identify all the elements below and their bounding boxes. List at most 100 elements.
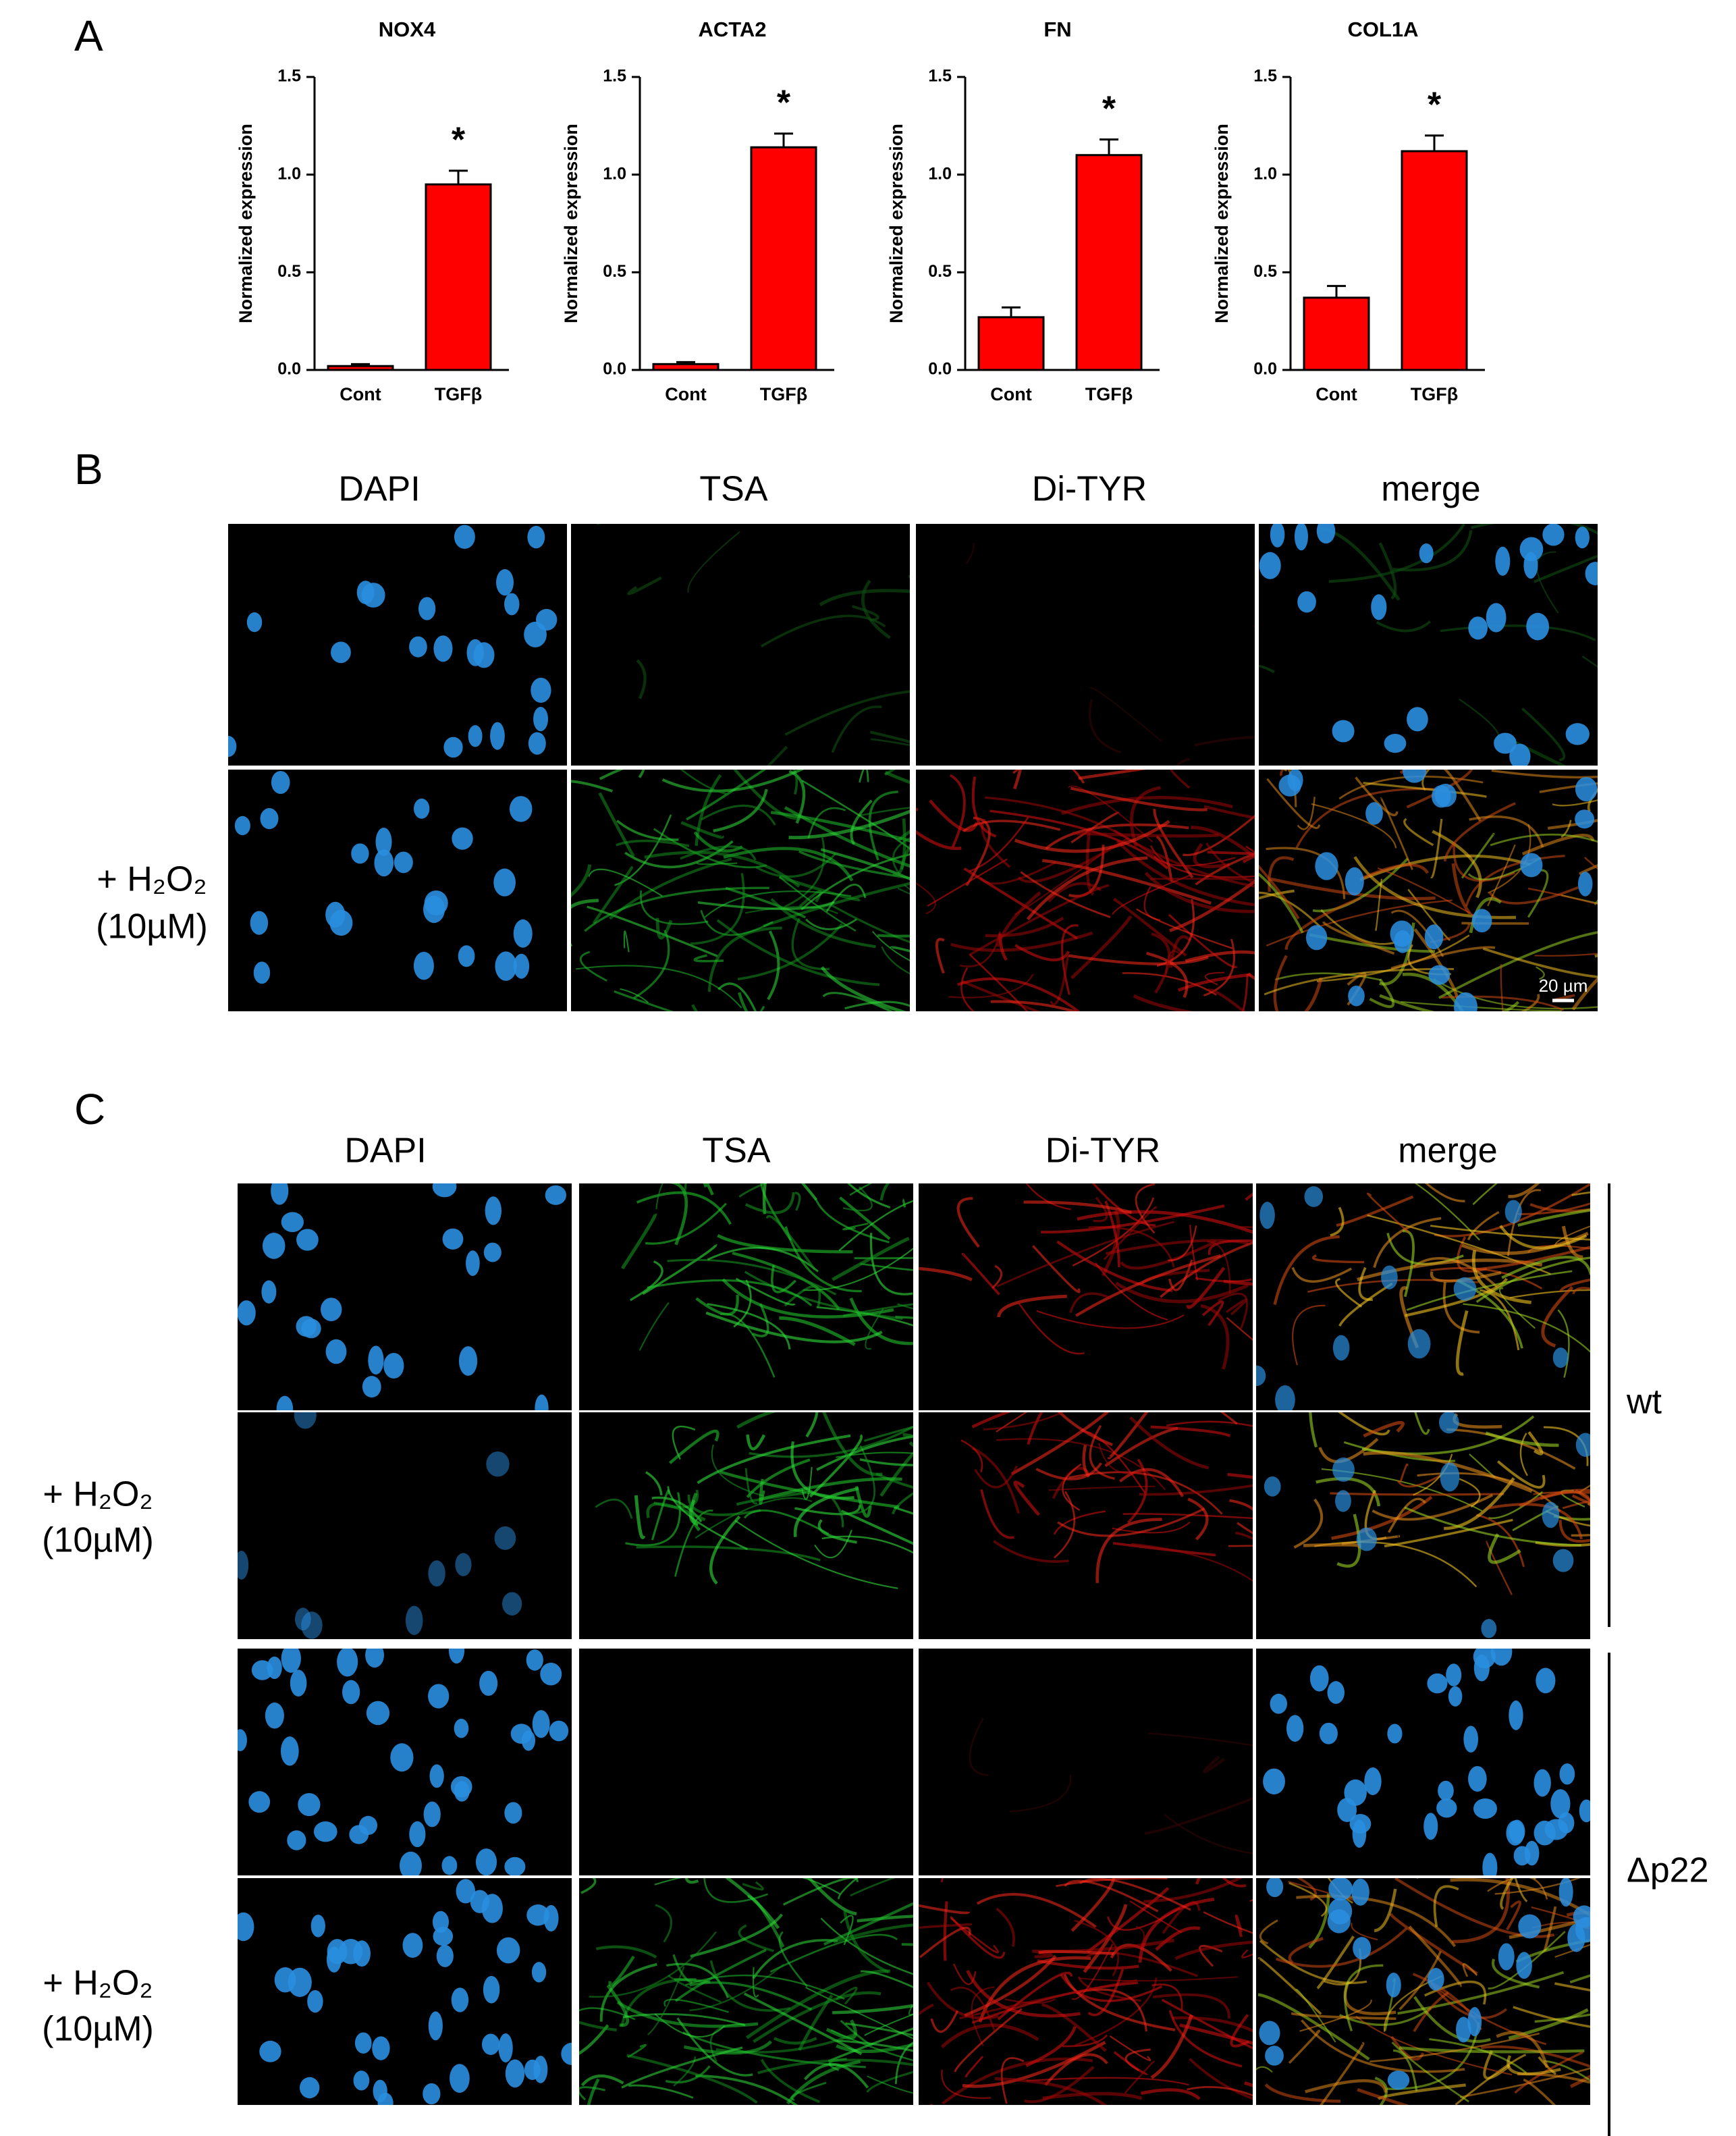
fiber: [703, 1183, 714, 1196]
nucleus: [1270, 524, 1285, 548]
fiber: [1414, 1412, 1430, 1435]
nucleus: [409, 1821, 426, 1848]
fiber: [1273, 1235, 1340, 1305]
fiber: [919, 1926, 971, 1958]
fiber: [1223, 1279, 1253, 1286]
fiber: [1444, 1477, 1515, 1530]
nucleus: [486, 1451, 510, 1477]
fiber: [1521, 707, 1566, 762]
nucleus: [1275, 1385, 1295, 1410]
fiber: [1583, 857, 1598, 870]
fiber: [1430, 818, 1443, 879]
fiber: [1204, 971, 1225, 986]
fiber: [814, 1198, 890, 1244]
column-header: DAPI: [338, 470, 420, 509]
nucleus: [238, 1550, 249, 1580]
fiber: [1496, 2031, 1549, 2068]
fiber: [689, 1963, 784, 2012]
fiber: [1077, 1210, 1253, 1234]
fiber: [633, 930, 670, 999]
nucleus: [1304, 1186, 1324, 1207]
fiber: [1527, 1431, 1544, 1456]
fiber: [971, 1986, 995, 2046]
nucleus: [1328, 1878, 1353, 1901]
x-tick-label: Cont: [340, 384, 381, 404]
fiber: [1113, 829, 1255, 888]
fiber: [1311, 1254, 1365, 1264]
fiber: [1406, 1270, 1573, 1311]
fiber: [1490, 833, 1598, 847]
image-background: [1256, 1183, 1590, 1410]
fiber: [1509, 1289, 1590, 1299]
fiber: [919, 2003, 934, 2016]
fiber: [571, 780, 613, 793]
nucleus: [504, 1857, 526, 1875]
fiber: [668, 1975, 722, 2003]
nucleus: [365, 1649, 384, 1668]
nucleus: [1344, 1779, 1367, 1807]
fiber: [571, 864, 592, 898]
fiber: [680, 770, 727, 795]
fiber: [869, 730, 910, 744]
nucleus: [409, 636, 427, 658]
fiber: [1455, 1310, 1469, 1376]
nucleus: [1384, 734, 1407, 753]
fiber: [971, 776, 997, 838]
fiber: [1187, 2085, 1253, 2097]
fiber: [695, 1497, 813, 1539]
fiber: [1078, 770, 1147, 780]
fiber: [1148, 1732, 1253, 1746]
nucleus: [452, 827, 473, 850]
fiber: [1330, 1206, 1345, 1237]
y-tick-label: 0.0: [928, 360, 952, 379]
fiber: [713, 789, 768, 832]
fiber: [704, 890, 852, 918]
fiber: [759, 1477, 902, 1501]
nucleus: [1534, 1820, 1556, 1846]
x-tick-label: TGFβ: [1085, 384, 1133, 404]
fiber: [672, 1425, 696, 1460]
fiber: [890, 946, 910, 953]
nucleus: [313, 1821, 337, 1842]
fiber: [753, 1967, 759, 1998]
fiber: [793, 1487, 859, 1537]
fiber: [696, 862, 738, 865]
nucleus: [455, 1553, 472, 1576]
fiber: [847, 1183, 891, 1209]
fiber: [1363, 1451, 1533, 1493]
nucleus: [1579, 1799, 1590, 1823]
fiber: [1168, 2010, 1243, 2068]
fiber: [707, 1303, 791, 1350]
fiber: [1160, 1241, 1253, 1298]
nucleus: [432, 1183, 457, 1198]
image-background: [228, 524, 567, 766]
panel-label: C: [74, 1085, 105, 1133]
fiber: [1143, 1878, 1243, 1903]
fiber: [966, 1969, 1081, 2018]
nucleus: [276, 1395, 294, 1410]
fiber: [1077, 1976, 1141, 2002]
nucleus: [494, 1526, 516, 1550]
micrograph: [916, 770, 1255, 1011]
fiber: [956, 1197, 980, 1248]
fiber: [1208, 1239, 1253, 1256]
fiber: [1544, 2060, 1590, 2082]
fiber: [864, 2013, 913, 2036]
nucleus: [481, 2033, 500, 2055]
fiber: [1048, 882, 1102, 903]
fiber: [1297, 797, 1315, 830]
image-background: [919, 1649, 1253, 1875]
fiber: [1486, 1541, 1513, 1595]
nucleus: [418, 597, 436, 620]
fiber: [996, 1412, 1028, 1433]
fiber: [792, 770, 798, 795]
fiber: [1164, 1813, 1253, 1854]
image-background: [571, 524, 910, 766]
fiber: [1375, 878, 1383, 932]
row-label: + H₂O₂: [43, 1964, 153, 2003]
fiber: [1485, 1431, 1559, 1447]
fiber: [1135, 1183, 1156, 1234]
fiber: [962, 820, 1061, 832]
nucleus: [1481, 1619, 1497, 1638]
fiber: [1041, 1204, 1225, 1234]
